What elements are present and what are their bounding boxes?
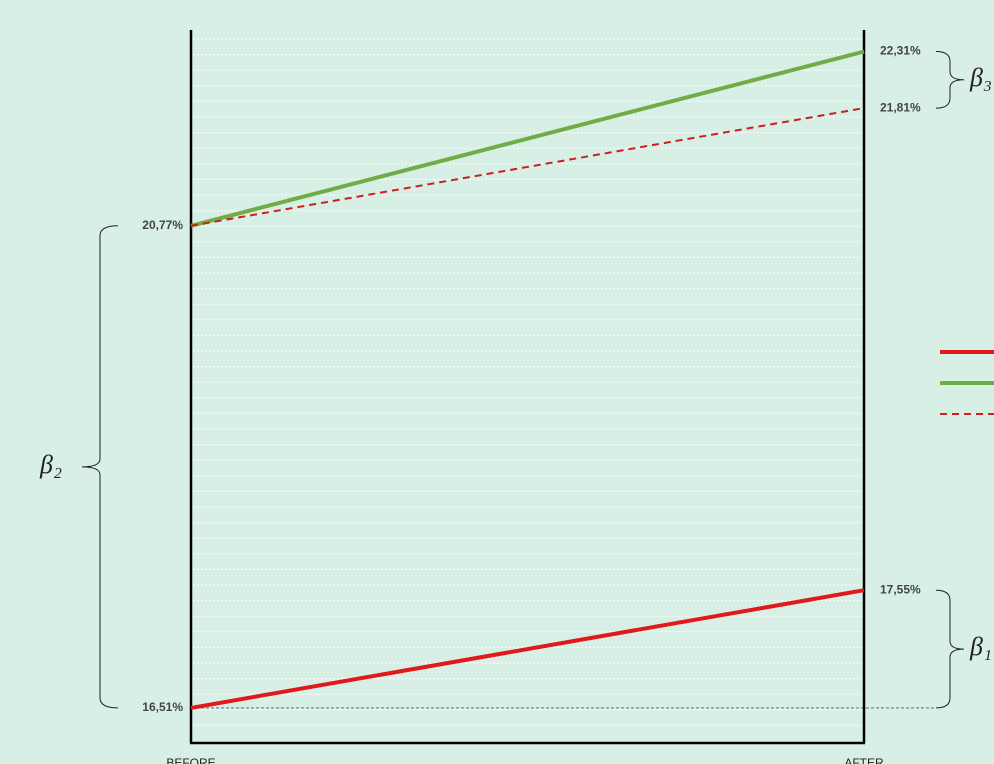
annotation: β₂	[39, 450, 62, 479]
annotation: β₁	[969, 632, 992, 661]
brace	[935, 589, 965, 709]
x-tick-label: AFTER	[844, 756, 884, 764]
brace	[935, 51, 965, 109]
brace	[81, 225, 119, 709]
annotation: β₃	[969, 63, 992, 92]
series-line	[190, 49, 865, 228]
series-line	[190, 588, 865, 710]
x-tick-label: BEFORE	[166, 756, 215, 764]
value-label: 17,55%	[880, 582, 921, 596]
value-label: 21,81%	[880, 100, 921, 114]
value-label: 22,31%	[880, 44, 921, 58]
value-label: 16,51%	[142, 700, 183, 714]
series-line	[190, 107, 865, 227]
value-label: 20,77%	[142, 218, 183, 232]
